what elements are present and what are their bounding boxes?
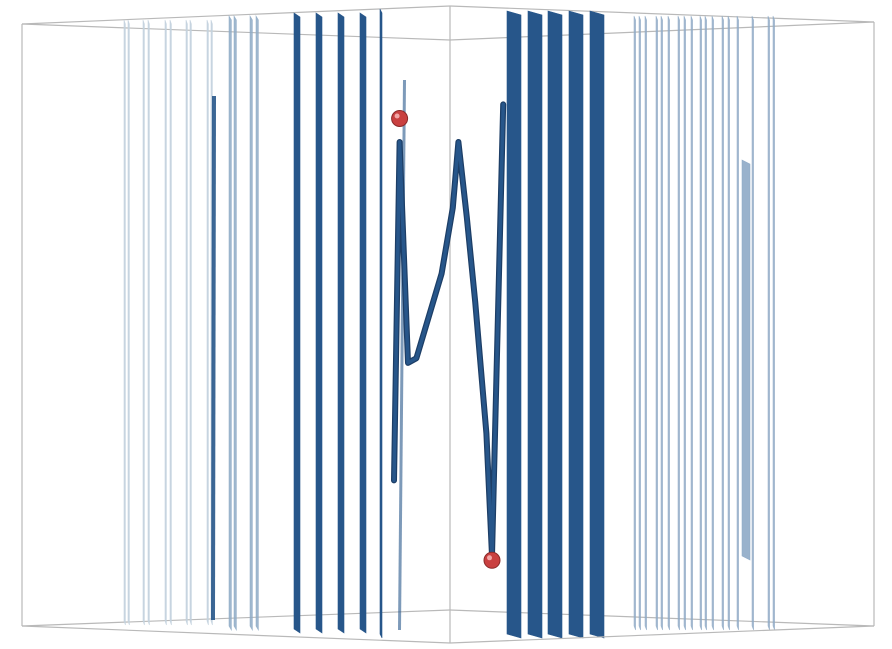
ribbon-sheet — [147, 19, 150, 626]
ribbon-sheet — [337, 12, 345, 634]
ribbon-sheet — [772, 15, 775, 631]
ribbon-sheet — [677, 15, 680, 631]
ribbon-sheet — [233, 14, 237, 632]
ribbon-sheet — [751, 15, 754, 631]
ribbon-sheet — [767, 15, 770, 631]
ribbon-sheet — [293, 12, 301, 634]
ribbon-sheet — [721, 15, 724, 631]
ribbon-surface — [123, 8, 775, 639]
ribbon-sheet — [315, 12, 323, 634]
ribbon-sheet — [379, 8, 383, 639]
ribbon-sheet — [255, 14, 259, 632]
ribbon-sheet — [655, 15, 658, 631]
ribbon-streak — [211, 96, 216, 620]
ribbon-sheet — [359, 12, 367, 634]
box-edge-front — [21, 625, 451, 644]
ribbon-sheet — [589, 10, 605, 639]
extremum-highlight — [487, 555, 492, 561]
ribbon-sheet — [727, 15, 730, 631]
curve-line — [392, 102, 505, 558]
ribbon-sheet — [164, 19, 167, 626]
extremum-point-max — [391, 110, 409, 127]
ribbon-sheet — [690, 15, 693, 631]
ribbon-sheet — [185, 19, 188, 626]
ribbon-sheet — [741, 159, 751, 561]
ribbon-sheet — [123, 19, 126, 626]
extremum-point-min — [483, 551, 501, 569]
ribbon-sheet — [633, 15, 636, 631]
curve-path — [391, 101, 507, 559]
ribbon-sheet — [206, 19, 209, 626]
extremum-highlight — [394, 113, 400, 119]
ribbon-sheet — [249, 14, 253, 632]
ribbon-sheet — [169, 19, 172, 626]
ribbon-sheet — [638, 15, 641, 631]
ribbon-sheet — [127, 19, 130, 626]
ribbon-sheet — [142, 19, 145, 626]
ribbon-sheet — [711, 15, 714, 631]
box-edge-back — [449, 5, 875, 23]
extrema-points — [391, 110, 501, 569]
box-edge-front — [449, 625, 875, 644]
box-edge-back — [21, 5, 451, 25]
ribbon-sheet — [736, 15, 739, 631]
ribbon-sheet — [667, 15, 670, 631]
ribbon-sheet — [189, 19, 192, 626]
ribbon-sheet — [660, 15, 663, 631]
ribbon-sheet — [547, 10, 563, 639]
ribbon-sheet — [704, 15, 707, 631]
ribbon-sheet — [699, 15, 702, 631]
bounding-box-front — [21, 22, 875, 644]
ribbon-sheet — [228, 14, 232, 632]
ribbon-sheet — [506, 10, 522, 639]
ribbon-sheet — [683, 15, 686, 631]
ribbon-sheet — [568, 10, 584, 639]
ribbon-sheet — [644, 15, 647, 631]
ribbon-sheet — [527, 10, 543, 639]
curve-shadow — [391, 101, 507, 559]
